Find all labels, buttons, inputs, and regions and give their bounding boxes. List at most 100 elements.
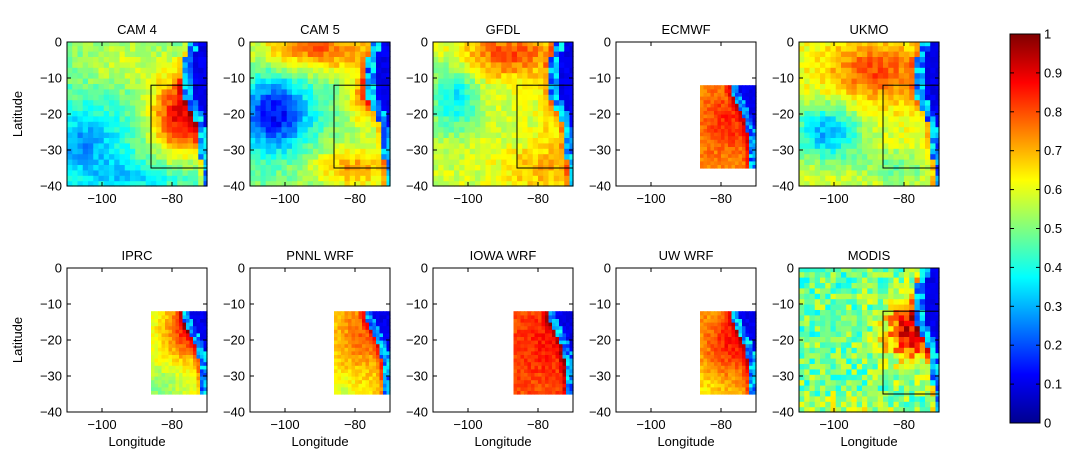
heat-cell xyxy=(710,340,715,345)
heat-cell xyxy=(187,164,194,171)
heat-cell xyxy=(534,354,539,359)
heat-cell xyxy=(114,159,121,165)
heat-cell xyxy=(799,159,805,165)
heat-cell xyxy=(370,153,377,160)
heat-cell xyxy=(203,78,208,84)
heat-cell xyxy=(292,45,298,52)
heat-cell xyxy=(904,175,910,182)
heat-cell xyxy=(531,343,536,348)
heat-cell xyxy=(145,72,152,79)
heat-cell xyxy=(297,56,304,63)
heat-cell xyxy=(198,105,205,111)
heat-cell xyxy=(355,148,361,155)
heat-cell xyxy=(365,121,372,128)
heat-cell xyxy=(379,329,384,334)
heat-cell xyxy=(271,42,277,47)
heat-cell xyxy=(433,132,439,138)
heat-cell xyxy=(140,148,147,155)
heat-cell xyxy=(935,78,940,84)
heat-cell xyxy=(930,132,937,138)
heat-cell xyxy=(841,175,847,182)
heat-cell xyxy=(156,88,163,95)
heat-cell xyxy=(728,322,733,327)
heat-cell xyxy=(292,115,298,122)
heat-cell xyxy=(187,159,194,165)
heat-cell xyxy=(67,121,73,128)
heat-cell xyxy=(714,85,719,90)
heat-cell xyxy=(534,372,539,377)
heat-cell xyxy=(151,153,157,160)
heat-cell xyxy=(888,180,895,187)
heat-cell xyxy=(553,115,560,122)
heat-cell xyxy=(914,115,921,122)
heat-cell xyxy=(569,137,574,144)
heat-cell xyxy=(506,148,513,155)
heat-cell xyxy=(161,311,166,316)
heat-cell xyxy=(172,347,177,352)
heat-cell xyxy=(566,372,571,377)
heat-cell xyxy=(98,83,105,90)
heat-cell xyxy=(841,42,847,47)
heat-cell xyxy=(925,99,931,106)
heat-cell xyxy=(386,350,391,355)
heat-cell xyxy=(464,67,471,74)
heat-cell xyxy=(341,343,346,348)
heat-cell xyxy=(82,126,89,133)
heat-cell xyxy=(524,379,529,384)
heat-cell xyxy=(569,343,574,348)
heat-cell xyxy=(830,164,837,171)
heat-cell xyxy=(569,383,574,388)
heat-cell xyxy=(161,164,168,171)
heat-cell xyxy=(846,159,853,165)
heat-cell xyxy=(196,322,201,327)
heat-cell xyxy=(328,175,335,182)
heat-cell xyxy=(490,121,497,128)
heat-cell xyxy=(177,148,184,155)
heat-cell xyxy=(925,121,931,128)
heat-cell xyxy=(281,45,288,52)
heat-cell xyxy=(77,169,84,176)
heat-cell xyxy=(203,148,208,155)
heat-cell xyxy=(370,83,377,90)
heat-cell xyxy=(703,386,708,391)
heat-cell xyxy=(749,92,754,97)
heat-cell xyxy=(203,110,208,117)
heat-cell xyxy=(700,322,705,327)
heat-cell xyxy=(513,354,518,359)
heat-cell xyxy=(930,88,937,95)
heat-cell xyxy=(513,383,518,388)
heat-cell xyxy=(165,361,170,366)
heat-cell xyxy=(506,67,513,74)
heat-cell xyxy=(541,340,546,345)
heat-cell xyxy=(297,94,304,101)
heat-cell xyxy=(376,311,381,316)
heat-cell xyxy=(511,72,518,79)
heat-cell xyxy=(520,329,525,334)
heat-cell xyxy=(904,51,910,57)
heat-cell xyxy=(480,45,487,52)
heat-cell xyxy=(341,383,346,388)
heat-cell xyxy=(721,318,726,323)
heat-cell xyxy=(175,365,180,370)
heat-cell xyxy=(151,137,157,144)
heat-cell xyxy=(569,358,574,363)
heat-cell xyxy=(700,103,705,108)
heat-cell xyxy=(485,137,492,144)
heat-cell xyxy=(302,88,309,95)
heat-cell xyxy=(376,343,381,348)
heat-cell xyxy=(717,354,722,359)
heat-cell xyxy=(255,105,262,111)
heat-cell xyxy=(867,99,874,106)
heat-cell xyxy=(383,325,388,330)
heat-cell xyxy=(703,322,708,327)
heat-cell xyxy=(867,110,874,117)
heat-cell xyxy=(339,56,346,63)
heat-cell xyxy=(820,148,826,155)
heat-cell xyxy=(255,78,262,84)
heat-cell xyxy=(804,159,811,165)
heat-cell xyxy=(731,368,736,373)
heat-cell xyxy=(339,99,346,106)
heat-cell xyxy=(281,137,288,144)
heat-cell xyxy=(187,67,194,74)
heat-cell xyxy=(88,45,94,52)
